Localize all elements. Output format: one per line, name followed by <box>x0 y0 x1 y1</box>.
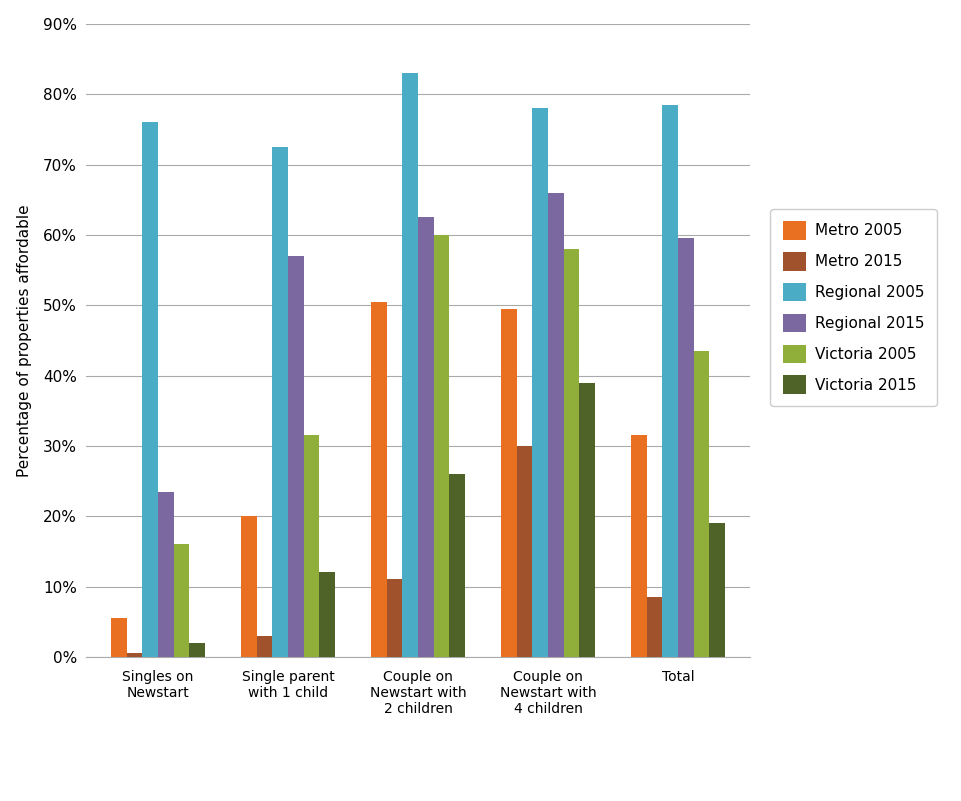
Bar <box>288 256 304 657</box>
Bar <box>647 597 662 657</box>
Bar <box>403 73 418 657</box>
Bar <box>548 193 564 657</box>
Bar <box>449 474 465 657</box>
Bar <box>174 545 189 657</box>
Bar <box>694 351 709 657</box>
Bar <box>371 302 387 657</box>
Bar <box>127 654 142 657</box>
Bar <box>564 249 579 657</box>
Bar <box>579 383 595 657</box>
Bar <box>709 523 725 657</box>
Bar <box>502 309 517 657</box>
Bar <box>304 436 319 657</box>
Bar <box>241 516 257 657</box>
Bar <box>142 123 158 657</box>
Bar <box>662 105 678 657</box>
Bar <box>418 217 433 657</box>
Bar <box>678 239 694 657</box>
Bar <box>189 642 205 657</box>
Bar <box>272 147 288 657</box>
Bar <box>532 108 548 657</box>
Bar <box>158 492 174 657</box>
Bar <box>387 579 403 657</box>
Bar <box>319 573 334 657</box>
Legend: Metro 2005, Metro 2015, Regional 2005, Regional 2015, Victoria 2005, Victoria 20: Metro 2005, Metro 2015, Regional 2005, R… <box>771 209 937 406</box>
Bar <box>433 235 449 657</box>
Y-axis label: Percentage of properties affordable: Percentage of properties affordable <box>16 204 32 477</box>
Bar <box>517 446 532 657</box>
Bar <box>257 636 272 657</box>
Bar <box>631 436 647 657</box>
Bar <box>111 618 127 657</box>
